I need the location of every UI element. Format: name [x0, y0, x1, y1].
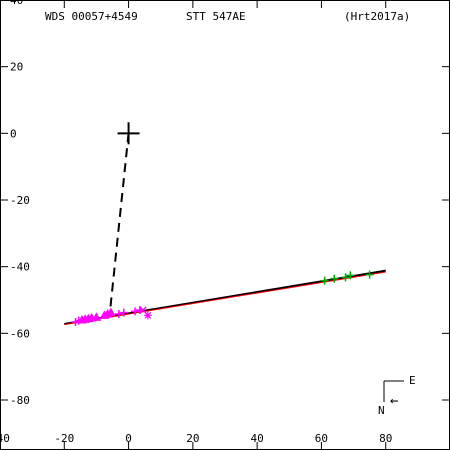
y-tick-label: -20 — [10, 194, 30, 207]
plus-marker — [346, 271, 355, 280]
y-tick-label: -40 — [10, 261, 30, 274]
plus-marker — [114, 310, 123, 318]
north-label: N — [378, 404, 385, 417]
y-tick-label: 40 — [10, 0, 23, 7]
east-label: E — [409, 374, 416, 387]
plus-marker — [74, 316, 83, 325]
orbit-lines — [64, 133, 386, 326]
motion-arrow-icon: ← — [390, 393, 398, 409]
plus-marker — [330, 274, 339, 283]
plus-marker — [341, 273, 350, 282]
x-tick-label: 20 — [186, 432, 199, 445]
triangle-marker — [91, 312, 102, 321]
asterisk-marker — [143, 311, 152, 320]
node-line — [108, 133, 130, 313]
x-tick-label: -20 — [54, 432, 74, 445]
x-tick-label: 80 — [379, 432, 392, 445]
wds-id-label: WDS 00057+4549 — [45, 10, 138, 23]
y-tick-label: -80 — [10, 394, 30, 407]
x-tick-label: 0 — [125, 432, 132, 445]
plus-marker — [320, 276, 329, 285]
orbit-line — [64, 269, 386, 325]
orientation-indicator: E N ← — [378, 374, 416, 417]
plus-marker — [119, 308, 128, 317]
plus-marker — [365, 270, 374, 279]
observation-marks — [71, 122, 374, 326]
y-tick-label: 0 — [10, 127, 17, 140]
cross-marker — [139, 306, 147, 314]
x-tick-label: 60 — [315, 432, 328, 445]
x-tick-label: 40 — [251, 432, 264, 445]
reference-label: (Hrt2017a) — [344, 10, 410, 23]
fit-line — [64, 271, 386, 326]
discoverer-label: STT 547AE — [186, 10, 246, 23]
x-tick-label: -40 — [0, 432, 10, 445]
y-tick-label: 20 — [10, 61, 23, 74]
plus-marker — [131, 307, 139, 316]
y-tick-label: -60 — [10, 327, 30, 340]
triangle-marker — [106, 307, 116, 317]
axis-tick-labels: -40 -20 0 20 40 60 80 40 20 0 -20 -40 -60 -80 — [0, 0, 392, 445]
